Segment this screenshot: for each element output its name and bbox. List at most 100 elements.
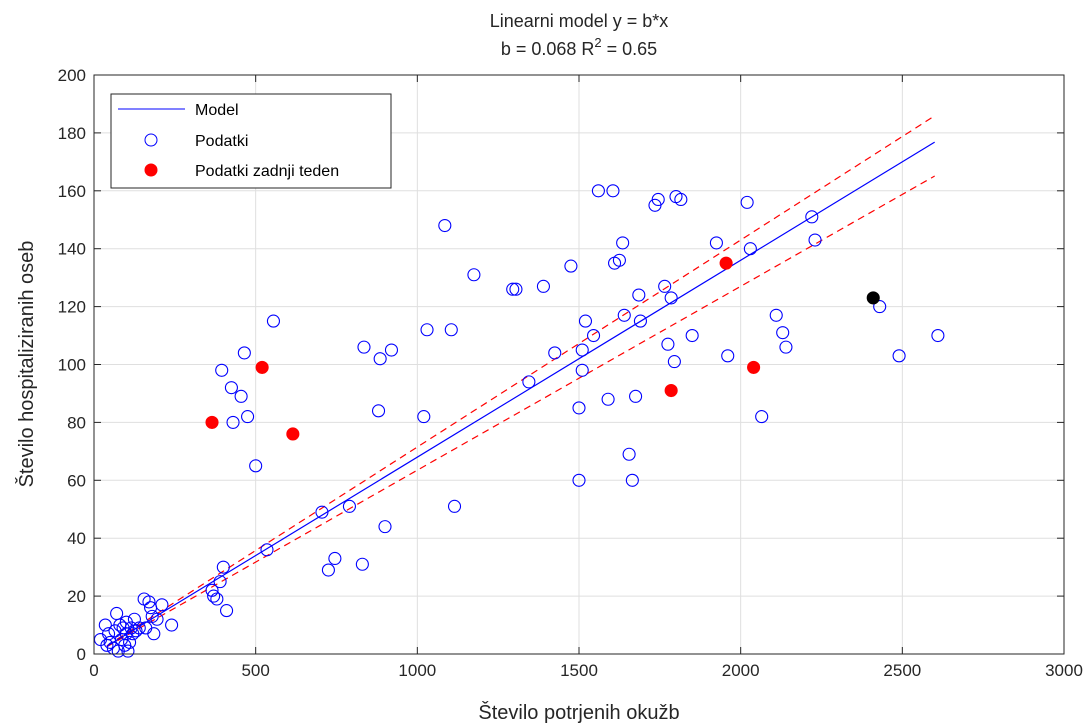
open-data-point xyxy=(328,551,342,566)
open-data-point xyxy=(685,328,699,343)
open-data-point xyxy=(755,410,769,424)
y-tick-label: 120 xyxy=(58,298,86,317)
open-data-point xyxy=(612,253,626,267)
open-data-point xyxy=(260,543,274,557)
open-data-point xyxy=(357,340,371,354)
open-data-point xyxy=(808,233,822,247)
open-data-point xyxy=(633,314,647,328)
open-data-point xyxy=(155,598,169,612)
open-data-point xyxy=(506,282,520,296)
open-data-point xyxy=(417,410,431,424)
filled-data-point xyxy=(205,415,219,429)
open-data-point xyxy=(779,340,793,354)
open-data-point xyxy=(892,349,906,363)
open-data-point xyxy=(234,389,248,403)
open-data-point xyxy=(709,236,723,250)
filled-data-point xyxy=(286,427,300,441)
title-line2-superscript: 2 xyxy=(594,35,601,50)
open-data-point xyxy=(142,595,156,609)
open-data-point xyxy=(632,288,646,302)
open-data-point xyxy=(342,499,356,513)
open-data-point xyxy=(444,323,458,337)
open-data-point xyxy=(586,328,601,343)
open-data-point xyxy=(572,473,586,487)
x-tick-label: 2500 xyxy=(883,661,921,680)
open-data-point xyxy=(548,346,562,360)
filled-data-point xyxy=(664,384,678,398)
y-tick-label: 0 xyxy=(77,645,86,664)
open-data-point xyxy=(373,352,387,366)
open-data-point xyxy=(220,604,234,618)
open-data-point xyxy=(629,389,643,403)
title-line2-prefix: b = 0.068 R xyxy=(501,39,595,59)
open-data-point xyxy=(931,328,945,343)
open-data-point xyxy=(237,346,251,360)
open-data-point xyxy=(215,363,229,377)
open-data-point xyxy=(661,337,675,351)
open-data-point xyxy=(438,218,452,233)
open-data-point xyxy=(210,592,224,606)
legend: Model Podatki Podatki zadnji teden xyxy=(110,93,392,189)
open-data-point xyxy=(266,314,281,328)
model-line-group xyxy=(106,141,935,647)
open-data-point xyxy=(241,410,255,424)
open-data-point xyxy=(224,381,238,395)
open-data-point xyxy=(664,291,678,305)
filled-data-point xyxy=(255,360,269,374)
legend-box xyxy=(110,93,392,189)
data-points xyxy=(93,184,945,658)
filled-data-point xyxy=(719,256,733,270)
open-data-point xyxy=(625,473,639,487)
y-tick-label: 40 xyxy=(67,529,86,548)
open-data-point xyxy=(147,627,161,641)
open-data-point xyxy=(769,308,783,322)
open-data-point xyxy=(572,401,586,415)
x-tick-label: 2000 xyxy=(722,661,760,680)
open-data-point xyxy=(651,192,665,207)
confidence-band xyxy=(106,115,935,648)
x-axis-label: Število potrjenih okužb xyxy=(478,701,679,724)
legend-label-podatki: Podatki xyxy=(195,133,248,150)
open-data-point xyxy=(622,447,636,461)
open-data-point xyxy=(371,404,386,418)
open-data-point xyxy=(226,415,240,429)
open-data-point xyxy=(873,300,887,314)
y-axis-label: Število hospitaliziranih oseb xyxy=(15,241,38,488)
open-data-point xyxy=(447,499,462,513)
open-data-point xyxy=(509,282,523,296)
chart-title-line2: b = 0.068 R2 = 0.65 xyxy=(501,35,657,59)
axis-ticks: 0 500 1000 1500 2000 2500 3000 0 20 40 60 80 100 120 1… xyxy=(58,66,1083,680)
open-data-point xyxy=(378,520,392,534)
y-tick-label: 80 xyxy=(67,413,86,432)
open-data-point xyxy=(674,192,688,207)
open-data-point xyxy=(132,621,146,635)
open-data-point xyxy=(564,259,578,273)
y-tick-label: 100 xyxy=(58,356,86,375)
legend-label-model: Model xyxy=(195,102,239,119)
open-data-point xyxy=(740,195,754,209)
open-data-point xyxy=(658,279,672,293)
open-data-point xyxy=(667,355,681,369)
open-data-point xyxy=(121,644,135,658)
open-data-point xyxy=(216,560,230,574)
y-tick-label: 180 xyxy=(58,124,86,143)
open-data-point xyxy=(150,612,164,626)
y-tick-label: 160 xyxy=(58,182,86,201)
x-tick-label: 3000 xyxy=(1045,661,1083,680)
open-data-point xyxy=(575,363,589,377)
y-tick-label: 140 xyxy=(58,240,86,259)
open-data-point xyxy=(776,326,790,340)
open-data-point xyxy=(213,575,227,589)
y-tick-label: 60 xyxy=(67,471,86,490)
open-data-point xyxy=(123,635,137,649)
chart-title-line1: Linearni model y = b*x xyxy=(490,11,669,31)
legend-open-circle-icon xyxy=(144,133,158,147)
x-tick-label: 1500 xyxy=(560,661,598,680)
open-data-point xyxy=(536,279,550,293)
open-data-point xyxy=(321,563,335,577)
y-tick-label: 20 xyxy=(67,587,86,606)
legend-label-zadnji-teden: Podatki zadnji teden xyxy=(195,163,339,180)
open-data-point xyxy=(315,505,329,519)
open-data-point xyxy=(355,557,369,571)
confidence-bound-lower xyxy=(106,175,935,648)
